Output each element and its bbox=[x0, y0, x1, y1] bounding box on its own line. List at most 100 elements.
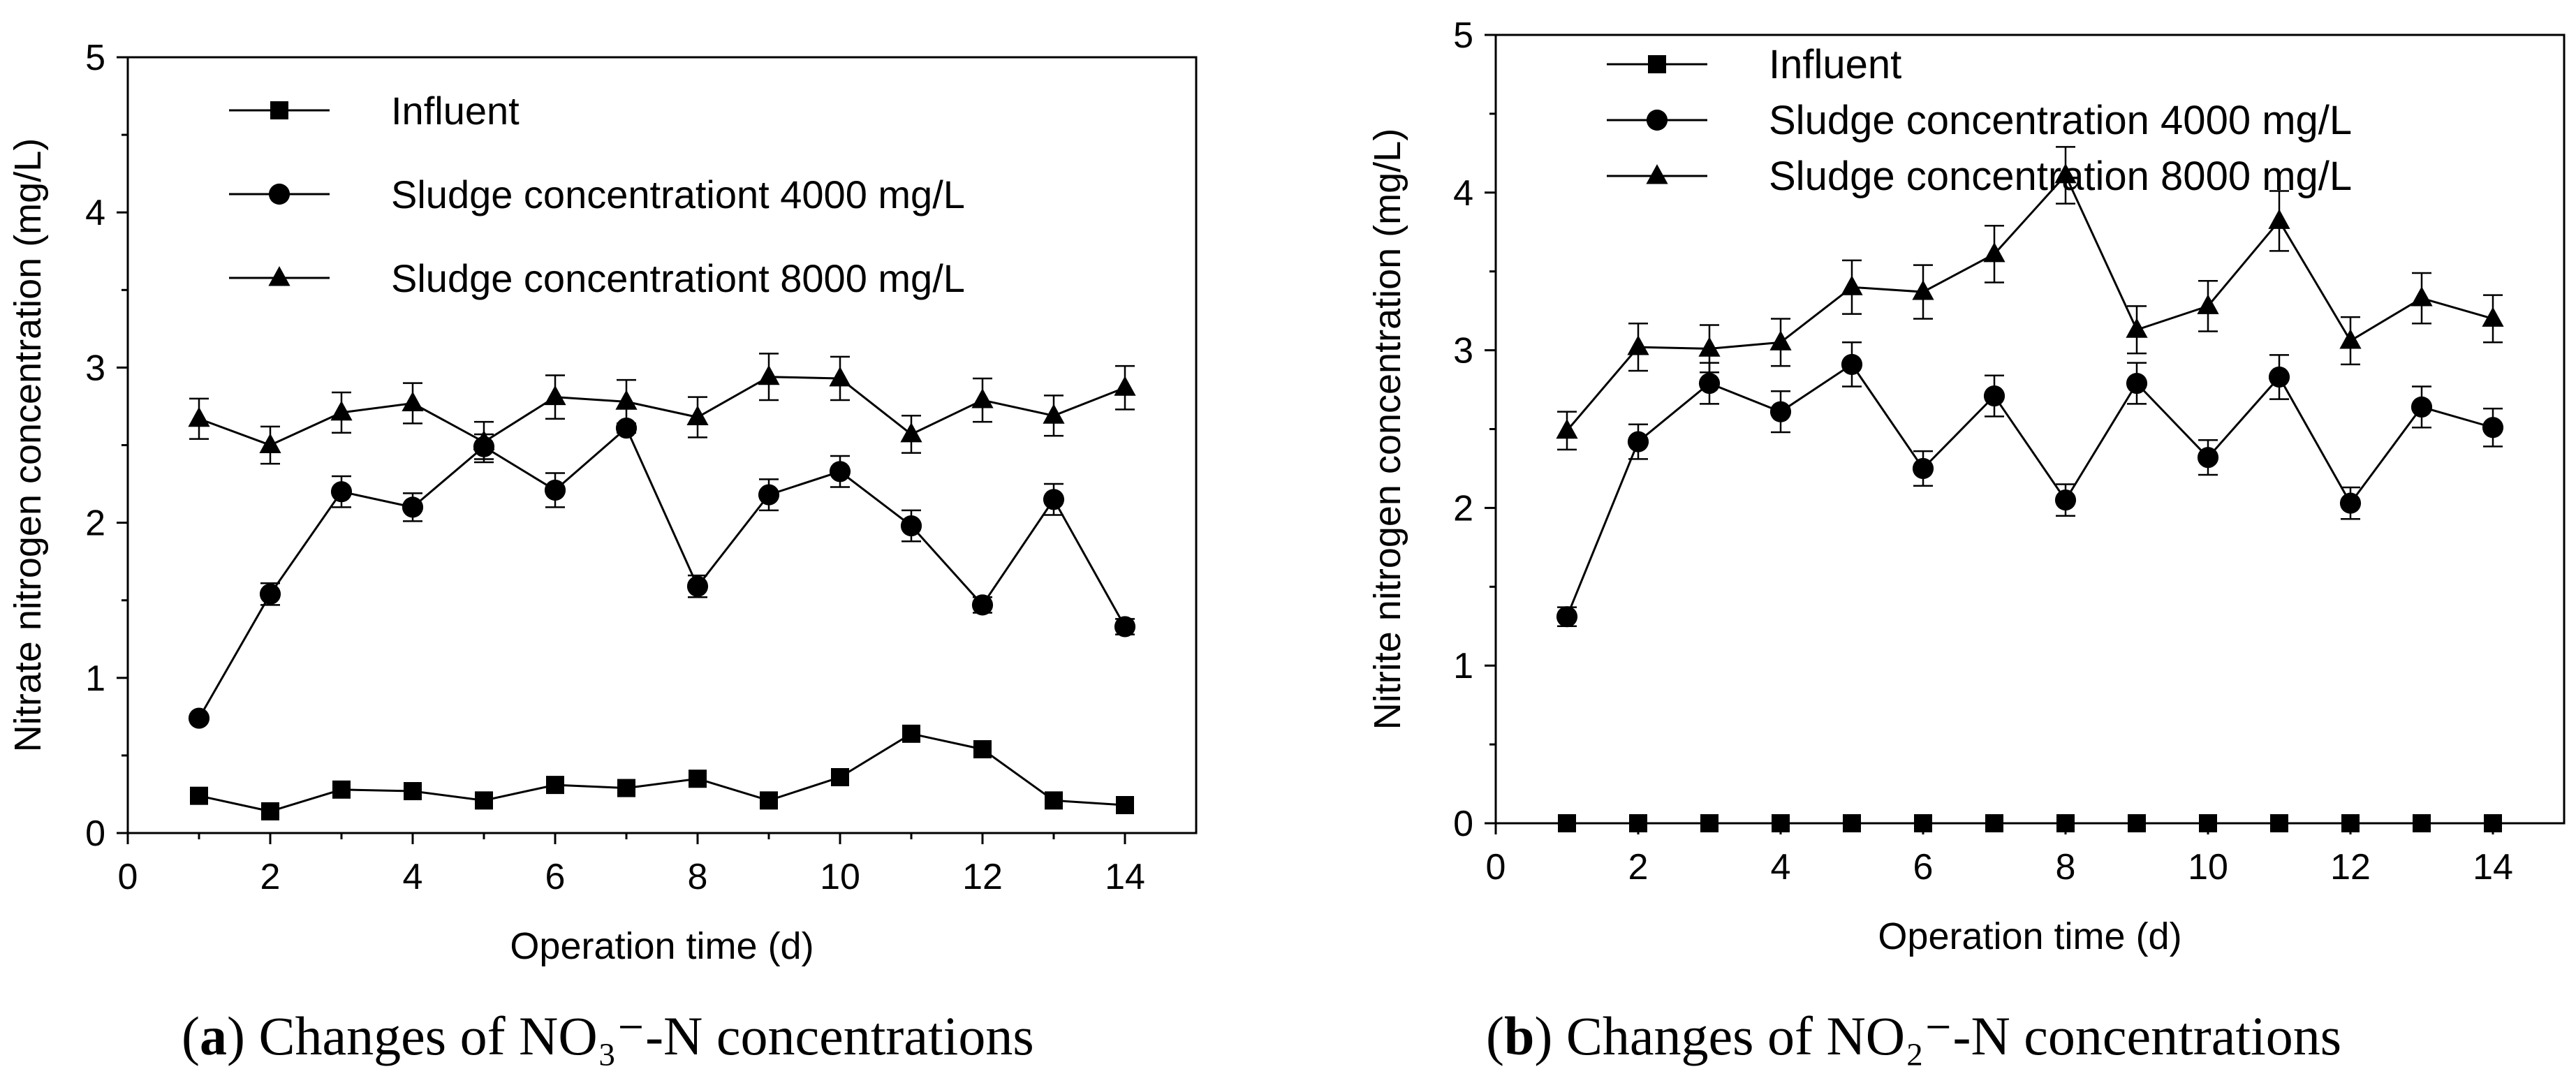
chart-1-data-point bbox=[1912, 280, 1934, 300]
chart-0-x-tick-label: 6 bbox=[545, 857, 566, 897]
chart-0-y-tick-label: 1 bbox=[85, 658, 105, 699]
chart-1-legend-label: Sludge concentration 8000 mg/L bbox=[1769, 154, 2352, 199]
chart-1-data-point bbox=[2056, 814, 2075, 832]
chart-0-caption-text: ) Changes of NO₃⁻-N concentrations bbox=[227, 1006, 1034, 1066]
chart-0-data-point bbox=[475, 791, 493, 810]
chart-0-data-point bbox=[760, 791, 778, 810]
chart-0-data-point bbox=[544, 479, 566, 501]
chart-1-x-tick-label: 4 bbox=[1771, 847, 1791, 888]
chart-0-caption-paren: ( bbox=[182, 1006, 200, 1066]
chart-0-data-point bbox=[758, 364, 780, 385]
chart-1-data-point bbox=[1841, 275, 1863, 295]
chart-1-data-point bbox=[1698, 372, 1721, 395]
chart-1-data-point bbox=[1627, 431, 1649, 452]
chart-0-data-point bbox=[686, 575, 709, 597]
chart-0-data-point bbox=[1043, 404, 1065, 424]
chart-1-data-point bbox=[1983, 385, 2005, 407]
chart-1-series-2 bbox=[1556, 146, 2504, 451]
chart-0-data-point bbox=[188, 707, 210, 729]
chart-1-data-point bbox=[2341, 814, 2360, 832]
chart-1-data-point bbox=[2199, 814, 2217, 832]
chart-1-y-tick-label: 4 bbox=[1453, 173, 1473, 214]
chart-0-series-2-line bbox=[198, 376, 1126, 447]
chart-0-x-tick-label: 2 bbox=[260, 857, 281, 897]
chart-1-data-point bbox=[1914, 814, 1932, 832]
chart-1-x-tick-label: 12 bbox=[2330, 847, 2371, 888]
chart-1-legend-marker bbox=[1646, 164, 1668, 184]
chart-1-caption-paren: ( bbox=[1486, 1006, 1504, 1066]
chart-0-data-point bbox=[829, 461, 851, 483]
chart-1-data-point bbox=[2339, 492, 2362, 514]
chart-0-series-1 bbox=[188, 417, 1136, 729]
chart-0-y-tick-label: 4 bbox=[85, 193, 105, 233]
chart-0-caption-label: a bbox=[200, 1006, 227, 1066]
chart-0-legend-label: Influent bbox=[391, 89, 520, 133]
chart-1-data-point bbox=[2054, 489, 2077, 511]
chart-0-data-point bbox=[1114, 616, 1136, 638]
chart-0-data-point bbox=[617, 779, 635, 797]
chart-1-y-tick-label: 2 bbox=[1453, 488, 1473, 529]
chart-0-data-point bbox=[402, 496, 424, 518]
chart-0-series-1-line bbox=[198, 426, 1126, 719]
chart-0-y-tick-label: 2 bbox=[85, 503, 105, 544]
chart-1-data-point bbox=[1698, 337, 1721, 357]
chart-1-data-point bbox=[1843, 814, 1861, 832]
chart-0-y-tick-label: 5 bbox=[85, 38, 105, 78]
chart-1-series-2-line bbox=[1566, 173, 2494, 432]
chart-0-data-point bbox=[831, 768, 849, 787]
chart-1-y-tick-label: 1 bbox=[1453, 646, 1473, 686]
chart-0-y-axis-title: Nitrate nitrogen concentration (mg/L) bbox=[7, 138, 49, 752]
chart-0-data-point bbox=[1043, 489, 1065, 510]
chart-1-legend-marker bbox=[1646, 109, 1668, 131]
chart-0-data-point bbox=[900, 515, 922, 537]
chart-1-data-point bbox=[1769, 330, 1792, 351]
chart-1-y-axis-title: Nitrite nitrogen concentration (mg/L) bbox=[1367, 128, 1408, 730]
chart-1-data-point bbox=[1700, 814, 1718, 832]
chart-0-data-point bbox=[971, 388, 994, 408]
chart-0-data-point bbox=[190, 786, 208, 805]
chart-1-x-tick-label: 10 bbox=[2188, 847, 2228, 888]
chart-0-legend-marker bbox=[268, 183, 290, 205]
chart-0-x-tick-label: 8 bbox=[688, 857, 708, 897]
chart-1-data-point bbox=[2482, 307, 2504, 327]
chart-1-x-tick-label: 6 bbox=[1913, 847, 1934, 888]
chart-1-series-0 bbox=[1558, 814, 2502, 832]
chart-0-series-2 bbox=[188, 353, 1136, 465]
chart-1-x-tick-label: 8 bbox=[2056, 847, 2076, 888]
chart-0-legend-marker bbox=[268, 266, 290, 286]
chart-0-data-point bbox=[1116, 796, 1134, 815]
chart-1-legend-label: Influent bbox=[1769, 42, 1901, 87]
chart-1-data-point bbox=[1556, 606, 1578, 628]
chart-1-data-point bbox=[2268, 209, 2290, 229]
chart-0-data-point bbox=[758, 484, 780, 506]
chart-1-data-point bbox=[1627, 335, 1649, 355]
chart-0-series-0-line bbox=[198, 732, 1126, 813]
chart-1-data-point bbox=[1912, 457, 1934, 480]
chart-1-data-point bbox=[2413, 814, 2431, 832]
chart-0-data-point bbox=[615, 390, 638, 410]
chart-0-data-point bbox=[829, 367, 851, 387]
chart-1-data-point bbox=[1772, 814, 1790, 832]
chart-0-data-point bbox=[259, 583, 281, 605]
chart-1-caption: (b) Changes of NO₂⁻-N concentrations bbox=[1486, 1006, 2341, 1066]
chart-1-data-point bbox=[2126, 372, 2148, 395]
chart-1-data-point bbox=[1556, 418, 1578, 439]
chart-1-data-point bbox=[1985, 814, 2003, 832]
chart-1-y-tick-label: 0 bbox=[1453, 804, 1473, 844]
chart-1-x-tick-label: 2 bbox=[1628, 847, 1649, 888]
chart-1-caption-label: b bbox=[1504, 1006, 1534, 1066]
chart-0-data-point bbox=[973, 740, 992, 759]
chart-1-legend-label: Sludge concentration 4000 mg/L bbox=[1769, 98, 2352, 143]
chart-1-x-tick-label: 0 bbox=[1486, 847, 1506, 888]
chart-0-caption: (a) Changes of NO₃⁻-N concentrations bbox=[182, 1006, 1034, 1066]
chart-0-data-point bbox=[1114, 376, 1136, 396]
chart-1-data-point bbox=[2197, 447, 2219, 469]
chart-1-data-point bbox=[2411, 396, 2433, 418]
chart-1-data-point bbox=[2411, 286, 2433, 307]
chart-0-data-point bbox=[686, 405, 709, 425]
chart-1-data-point bbox=[2339, 329, 2362, 349]
chart-0-data-point bbox=[188, 406, 210, 427]
